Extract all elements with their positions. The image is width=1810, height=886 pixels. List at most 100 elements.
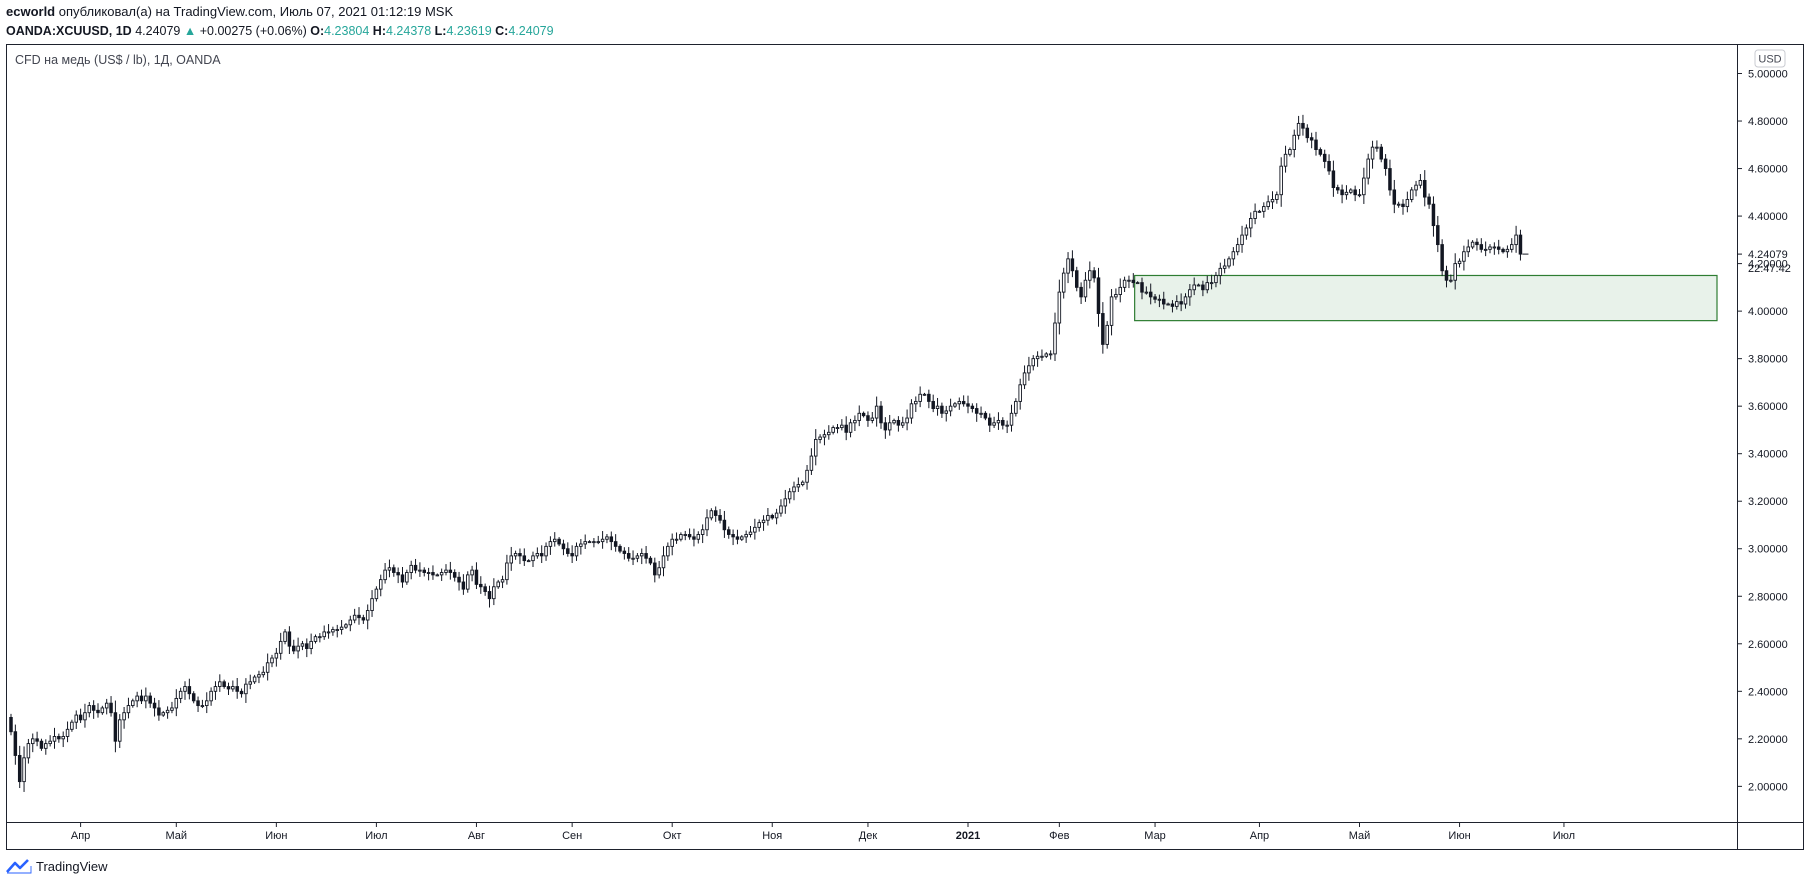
candle-body-down [1388, 168, 1392, 191]
candle-body-up [957, 400, 962, 405]
candle [52, 727, 57, 749]
candle [740, 535, 744, 542]
candle-body-up [117, 719, 122, 742]
candle [596, 535, 601, 545]
candle-body-up [1014, 400, 1018, 414]
candle [1266, 195, 1270, 210]
candle-body-down [196, 700, 200, 707]
candle [278, 632, 283, 660]
candle [553, 532, 557, 547]
candle-body-up [1040, 355, 1044, 358]
candle-body-up [1218, 267, 1223, 276]
brand-label[interactable]: TradingView [36, 858, 108, 874]
price-tick-label: 4.40000 [1748, 211, 1788, 223]
candle [822, 429, 827, 446]
candle-body-up [509, 555, 514, 564]
candle-body-up [1275, 194, 1279, 200]
time-axis[interactable]: Апр Май Июн Июл Авг Сен Окт Ноя Дек 2021 Фев Мар Апр… [71, 822, 1575, 842]
candle [1201, 280, 1205, 297]
candle-body-up [70, 721, 74, 730]
candle [522, 548, 527, 566]
candle-body-up [914, 400, 918, 405]
candle-body-up [209, 690, 213, 702]
candle-body-up [470, 569, 474, 576]
candle [144, 687, 148, 709]
candle-body-up [592, 541, 596, 544]
tradingview-logo-icon[interactable] [6, 858, 32, 874]
candle [135, 691, 139, 708]
candle [1418, 174, 1423, 189]
candle [635, 553, 640, 563]
candle [1488, 244, 1492, 254]
candle [1388, 159, 1392, 196]
candle [318, 633, 322, 643]
author-name[interactable]: ecworld [6, 4, 56, 19]
candle [887, 414, 892, 436]
candle [548, 536, 553, 555]
candle [500, 575, 505, 589]
candle [1161, 291, 1166, 310]
time-tick-label: Авг [468, 830, 485, 842]
candle-body-down [653, 562, 657, 576]
candle [1270, 191, 1275, 209]
candle-body-down [9, 716, 13, 733]
candle [1218, 262, 1223, 285]
candle-body-up [709, 510, 714, 519]
candle-body-up [1114, 294, 1118, 298]
candle [1366, 153, 1370, 185]
candle [1196, 283, 1201, 287]
candle-body-up [1018, 384, 1022, 402]
candle [1092, 267, 1096, 283]
candle-body-up [352, 614, 357, 621]
chart-frame [6, 44, 1804, 850]
candle [1131, 273, 1136, 288]
time-tick-label: Фев [1049, 830, 1069, 842]
candle-body-down [522, 555, 527, 562]
candle [83, 703, 87, 728]
candle [1066, 252, 1070, 284]
candle-body-down [1383, 158, 1388, 170]
price-tick-label: 2.00000 [1748, 781, 1788, 793]
candle [204, 692, 209, 714]
candle-body-up [1105, 324, 1109, 345]
candle [657, 560, 661, 579]
candle [713, 506, 718, 522]
candle [796, 477, 801, 492]
candle-body-down [1431, 203, 1436, 227]
candle [853, 415, 857, 432]
candle [1166, 302, 1170, 306]
candle [387, 559, 392, 578]
last-price: 4.24079 [135, 24, 181, 38]
price-axis[interactable]: 2.00000 2.20000 2.40000 2.60000 2.80000 3.000… [1737, 69, 1788, 794]
candle [505, 554, 509, 585]
candle [457, 571, 461, 591]
price-tick-label: 3.20000 [1748, 496, 1788, 508]
candle [709, 508, 714, 521]
candle-body-up [100, 707, 105, 714]
candle [648, 556, 653, 566]
candle [1518, 229, 1523, 261]
candle-body-up [909, 403, 914, 419]
candle-body-up [335, 629, 340, 631]
candle [901, 416, 905, 429]
candle [861, 411, 866, 418]
candle [422, 567, 427, 577]
candle [844, 416, 848, 441]
candle-body-down [1079, 286, 1083, 298]
currency-badge[interactable]: USD [1754, 49, 1786, 68]
candle [1370, 140, 1375, 169]
candle [87, 702, 92, 718]
candle-body-up [344, 624, 348, 628]
candle [39, 738, 44, 751]
candle-body-up [1462, 251, 1466, 262]
candle [1175, 295, 1179, 310]
candle [1335, 184, 1340, 194]
candle [161, 710, 165, 717]
candle [1405, 191, 1410, 213]
candle-body-down [1161, 298, 1166, 305]
candle [283, 629, 287, 645]
candle-body-up [1035, 355, 1040, 360]
candle [1449, 274, 1453, 283]
candle [940, 402, 944, 418]
